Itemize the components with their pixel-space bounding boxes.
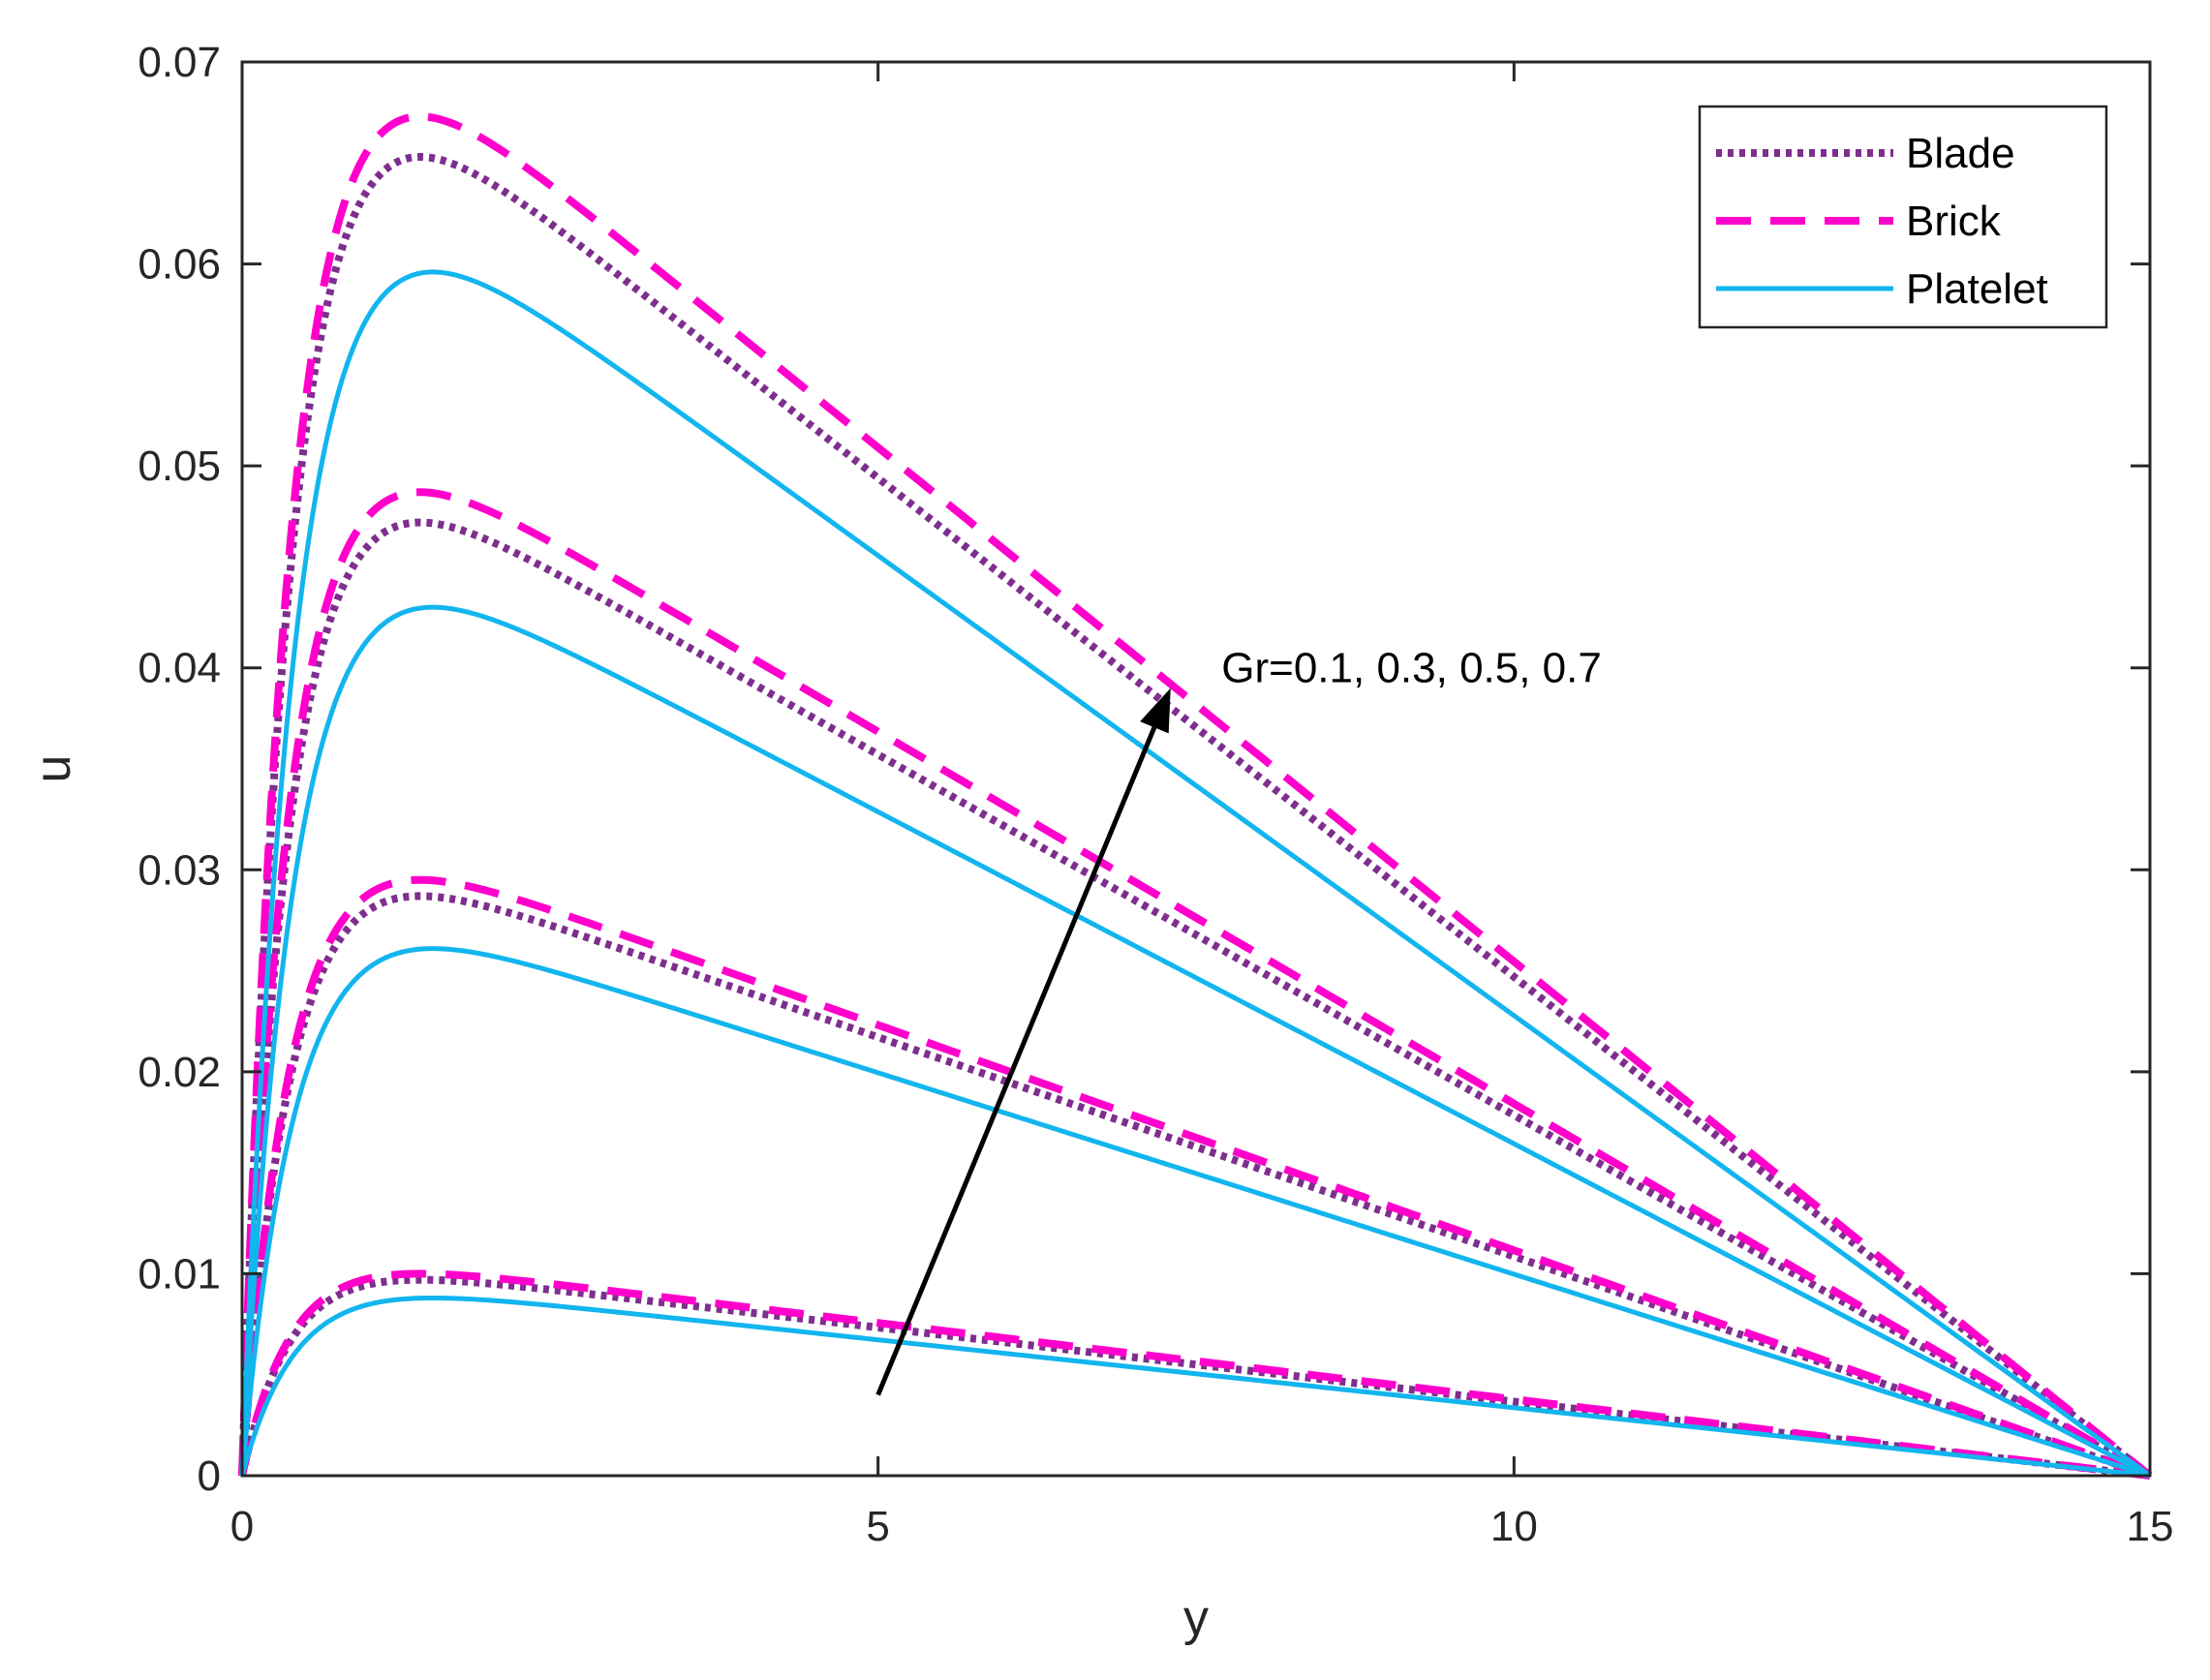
y-tick-label: 0.04 xyxy=(138,645,221,692)
series-line-brick-gr-0.7 xyxy=(238,112,2153,1480)
y-tick-label: 0.02 xyxy=(138,1049,221,1096)
series-line-blade-gr-0.5 xyxy=(238,518,2152,1480)
x-tick-label: 0 xyxy=(230,1503,254,1550)
annotation-arrow-shaft xyxy=(875,726,1157,1396)
plot-area-frame xyxy=(240,60,2152,1478)
axis-ticks xyxy=(240,60,2152,1478)
parameter-annotation: Gr=0.1, 0.3, 0.5, 0.7 xyxy=(875,645,1602,1396)
series-line-platelet-gr-0.1 xyxy=(239,1295,2151,1479)
legend-label-blade: Blade xyxy=(1906,130,2015,177)
series-curves xyxy=(238,112,2153,1480)
x-tick-label: 5 xyxy=(866,1503,889,1550)
annotation-arrow-head xyxy=(1140,687,1171,734)
series-line-blade-gr-0.3 xyxy=(238,892,2152,1480)
x-tick-label: 15 xyxy=(2127,1503,2174,1550)
y-tick-label: 0.07 xyxy=(138,39,221,86)
y-tick-label: 0.06 xyxy=(138,241,221,289)
series-line-platelet-gr-0.5 xyxy=(239,604,2152,1479)
legend-label-brick: Brick xyxy=(1906,198,2002,245)
y-tick-label: 0 xyxy=(198,1452,221,1500)
series-line-brick-gr-0.3 xyxy=(238,875,2152,1480)
series-line-platelet-gr-0.7 xyxy=(239,269,2152,1479)
legend-label-platelet: Platelet xyxy=(1906,265,2048,313)
x-axis-label: y xyxy=(1183,1590,1209,1646)
series-line-brick-gr-0.1 xyxy=(238,1269,2151,1480)
x-tick-label: 10 xyxy=(1490,1503,1538,1550)
x-tick-labels: 0 5 10 15 xyxy=(230,1503,2174,1550)
y-tick-label: 0.01 xyxy=(138,1250,221,1298)
legend: Blade Brick Platelet xyxy=(1698,105,2108,329)
series-line-brick-gr-0.5 xyxy=(238,488,2153,1480)
y-tick-label: 0.05 xyxy=(138,443,221,490)
y-tick-labels: 0 0.01 0.02 0.03 0.04 0.05 0.06 0.07 xyxy=(138,39,221,1500)
legend-box xyxy=(1698,105,2108,329)
y-tick-label: 0.03 xyxy=(138,846,221,894)
annotation-text: Gr=0.1, 0.3, 0.5, 0.7 xyxy=(1221,645,1602,692)
y-axis-label: u xyxy=(25,755,81,783)
series-line-blade-gr-0.1 xyxy=(238,1275,2151,1480)
series-line-platelet-gr-0.3 xyxy=(239,946,2151,1479)
